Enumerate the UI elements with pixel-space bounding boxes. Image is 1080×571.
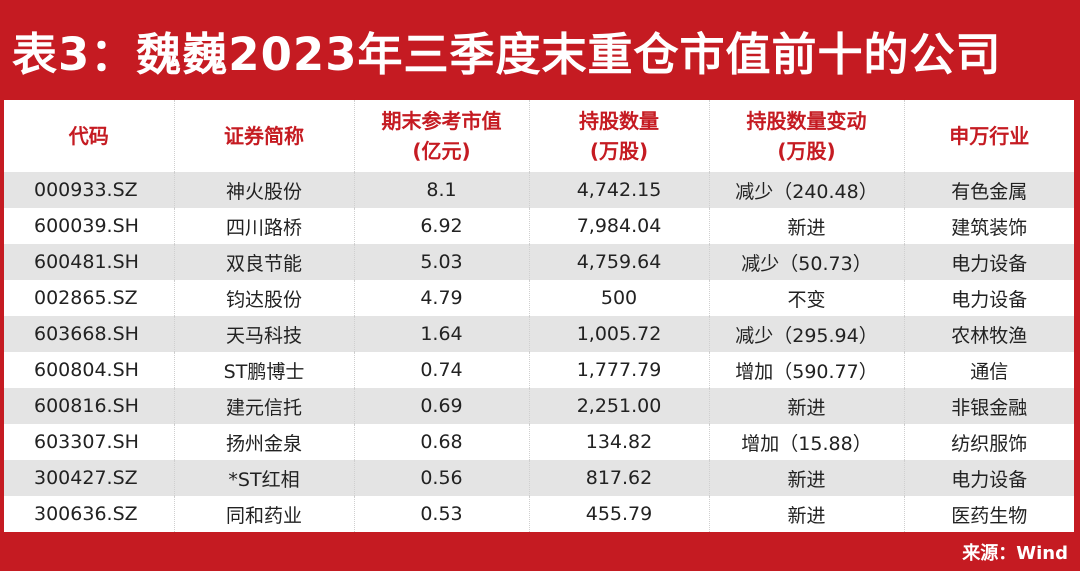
cell-shares: 500	[529, 280, 710, 316]
cell-share-change: 不变	[709, 280, 905, 316]
header-code: 代码	[4, 100, 175, 172]
cell-industry: 农林牧渔	[904, 316, 1074, 352]
cell-industry: 电力设备	[904, 280, 1074, 316]
cell-market-value: 0.74	[354, 352, 530, 388]
cell-market-value: 0.53	[354, 496, 530, 532]
cell-shares: 4,742.15	[529, 172, 710, 208]
footer-bar: 来源：Wind	[0, 532, 1080, 571]
header-industry: 申万行业	[904, 100, 1074, 172]
cell-shares: 1,777.79	[529, 352, 710, 388]
cell-code: 603307.SH	[4, 424, 175, 460]
cell-name: 天马科技	[174, 316, 355, 352]
table-header-row: 代码 证券简称 期末参考市值 (亿元) 持股数量 (万股) 持股数量变动 (万股) 申…	[4, 100, 1074, 172]
cell-name: 神火股份	[174, 172, 355, 208]
cell-industry: 建筑装饰	[904, 208, 1074, 244]
cell-code: 600481.SH	[4, 244, 175, 280]
table-row: 600816.SH 建元信托 0.69 2,251.00 新进 非银金融	[4, 388, 1074, 424]
cell-market-value: 8.1	[354, 172, 530, 208]
cell-share-change: 新进	[709, 460, 905, 496]
holdings-table-container: 代码 证券简称 期末参考市值 (亿元) 持股数量 (万股) 持股数量变动 (万股) 申…	[4, 100, 1074, 532]
cell-name: 双良节能	[174, 244, 355, 280]
cell-name: 扬州金泉	[174, 424, 355, 460]
cell-name: 同和药业	[174, 496, 355, 532]
header-name: 证券简称	[174, 100, 355, 172]
cell-name: 四川路桥	[174, 208, 355, 244]
cell-market-value: 0.56	[354, 460, 530, 496]
cell-share-change: 增加（15.88）	[709, 424, 905, 460]
cell-shares: 817.62	[529, 460, 710, 496]
table-row: 600804.SH ST鹏博士 0.74 1,777.79 增加（590.77）…	[4, 352, 1074, 388]
cell-industry: 非银金融	[904, 388, 1074, 424]
cell-market-value: 0.69	[354, 388, 530, 424]
page-title: 表3：魏巍2023年三季度末重仓市值前十的公司	[12, 27, 1002, 81]
cell-name: 建元信托	[174, 388, 355, 424]
cell-share-change: 新进	[709, 496, 905, 532]
cell-code: 603668.SH	[4, 316, 175, 352]
cell-shares: 2,251.00	[529, 388, 710, 424]
title-bar: 表3：魏巍2023年三季度末重仓市值前十的公司	[0, 0, 1080, 100]
cell-shares: 134.82	[529, 424, 710, 460]
cell-industry: 有色金属	[904, 172, 1074, 208]
cell-market-value: 6.92	[354, 208, 530, 244]
cell-code: 300636.SZ	[4, 496, 175, 532]
table-row: 600039.SH 四川路桥 6.92 7,984.04 新进 建筑装饰	[4, 208, 1074, 244]
cell-name: 钧达股份	[174, 280, 355, 316]
cell-shares: 455.79	[529, 496, 710, 532]
cell-code: 300427.SZ	[4, 460, 175, 496]
cell-code: 600816.SH	[4, 388, 175, 424]
cell-share-change: 新进	[709, 208, 905, 244]
header-share-change: 持股数量变动 (万股)	[709, 100, 905, 172]
cell-industry: 电力设备	[904, 244, 1074, 280]
header-market-value: 期末参考市值 (亿元)	[354, 100, 530, 172]
cell-share-change: 增加（590.77）	[709, 352, 905, 388]
cell-name: ST鹏博士	[174, 352, 355, 388]
cell-share-change: 新进	[709, 388, 905, 424]
table-row: 300427.SZ *ST红相 0.56 817.62 新进 电力设备	[4, 460, 1074, 496]
cell-share-change: 减少（295.94）	[709, 316, 905, 352]
table-row: 600481.SH 双良节能 5.03 4,759.64 减少（50.73） 电…	[4, 244, 1074, 280]
cell-industry: 电力设备	[904, 460, 1074, 496]
holdings-table: 代码 证券简称 期末参考市值 (亿元) 持股数量 (万股) 持股数量变动 (万股) 申…	[4, 100, 1074, 532]
cell-market-value: 5.03	[354, 244, 530, 280]
cell-code: 002865.SZ	[4, 280, 175, 316]
cell-shares: 4,759.64	[529, 244, 710, 280]
table-row: 002865.SZ 钧达股份 4.79 500 不变 电力设备	[4, 280, 1074, 316]
cell-code: 000933.SZ	[4, 172, 175, 208]
cell-code: 600804.SH	[4, 352, 175, 388]
cell-industry: 纺织服饰	[904, 424, 1074, 460]
cell-share-change: 减少（50.73）	[709, 244, 905, 280]
cell-code: 600039.SH	[4, 208, 175, 244]
table-row: 000933.SZ 神火股份 8.1 4,742.15 减少（240.48） 有…	[4, 172, 1074, 208]
cell-shares: 7,984.04	[529, 208, 710, 244]
cell-name: *ST红相	[174, 460, 355, 496]
table-row: 300636.SZ 同和药业 0.53 455.79 新进 医药生物	[4, 496, 1074, 532]
cell-share-change: 减少（240.48）	[709, 172, 905, 208]
cell-market-value: 4.79	[354, 280, 530, 316]
cell-market-value: 0.68	[354, 424, 530, 460]
cell-industry: 通信	[904, 352, 1074, 388]
header-shares: 持股数量 (万股)	[529, 100, 710, 172]
cell-market-value: 1.64	[354, 316, 530, 352]
cell-industry: 医药生物	[904, 496, 1074, 532]
source-note: 来源：Wind	[962, 542, 1068, 564]
table-row: 603307.SH 扬州金泉 0.68 134.82 增加（15.88） 纺织服…	[4, 424, 1074, 460]
cell-shares: 1,005.72	[529, 316, 710, 352]
table-row: 603668.SH 天马科技 1.64 1,005.72 减少（295.94） …	[4, 316, 1074, 352]
